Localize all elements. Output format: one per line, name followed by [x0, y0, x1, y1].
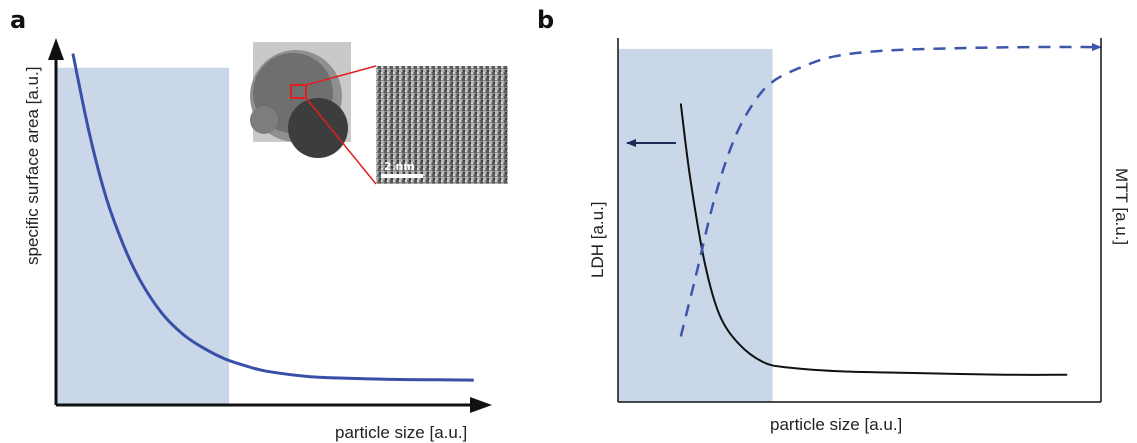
panel-a-y-axis-label: specific surface area [a.u.] — [23, 67, 42, 265]
hrtem-zoom-image — [376, 66, 508, 184]
scale-bar-label: 2 nm — [384, 160, 415, 173]
inset-highlight-box — [290, 84, 307, 99]
panel-a-shaded-region — [56, 67, 230, 405]
panel-b-shaded-region — [618, 48, 773, 403]
inset-connector-bottom — [305, 97, 377, 185]
panel-b-mtt-curve — [679, 43, 1102, 337]
tem-inset: 2 nm — [250, 42, 508, 185]
panel-label-b: b — [537, 6, 555, 34]
panel-a-x-axis-label: particle size [a.u.] — [335, 423, 467, 442]
inset-connector-top — [305, 65, 377, 86]
panel-b-x-axis-label: particle size [a.u.] — [770, 415, 902, 434]
panel-b-ldh-axis-label: LDH [a.u.] — [588, 201, 607, 278]
panel-label-a: a — [10, 6, 27, 34]
panel-a: particle size [a.u.] specific surface ar… — [23, 38, 508, 442]
panel-b: particle size [a.u.] LDH [a.u.] MTT [a.u… — [588, 38, 1131, 434]
panel-a-surface-area-curve — [71, 53, 474, 382]
panel-b-ldh-curve — [679, 103, 1068, 376]
panel-b-mtt-axis-label: MTT [a.u.] — [1112, 168, 1131, 245]
scale-bar — [381, 174, 423, 178]
panel-a-y-axis-arrowhead — [48, 38, 64, 60]
panel-a-x-axis-arrowhead — [470, 397, 492, 413]
